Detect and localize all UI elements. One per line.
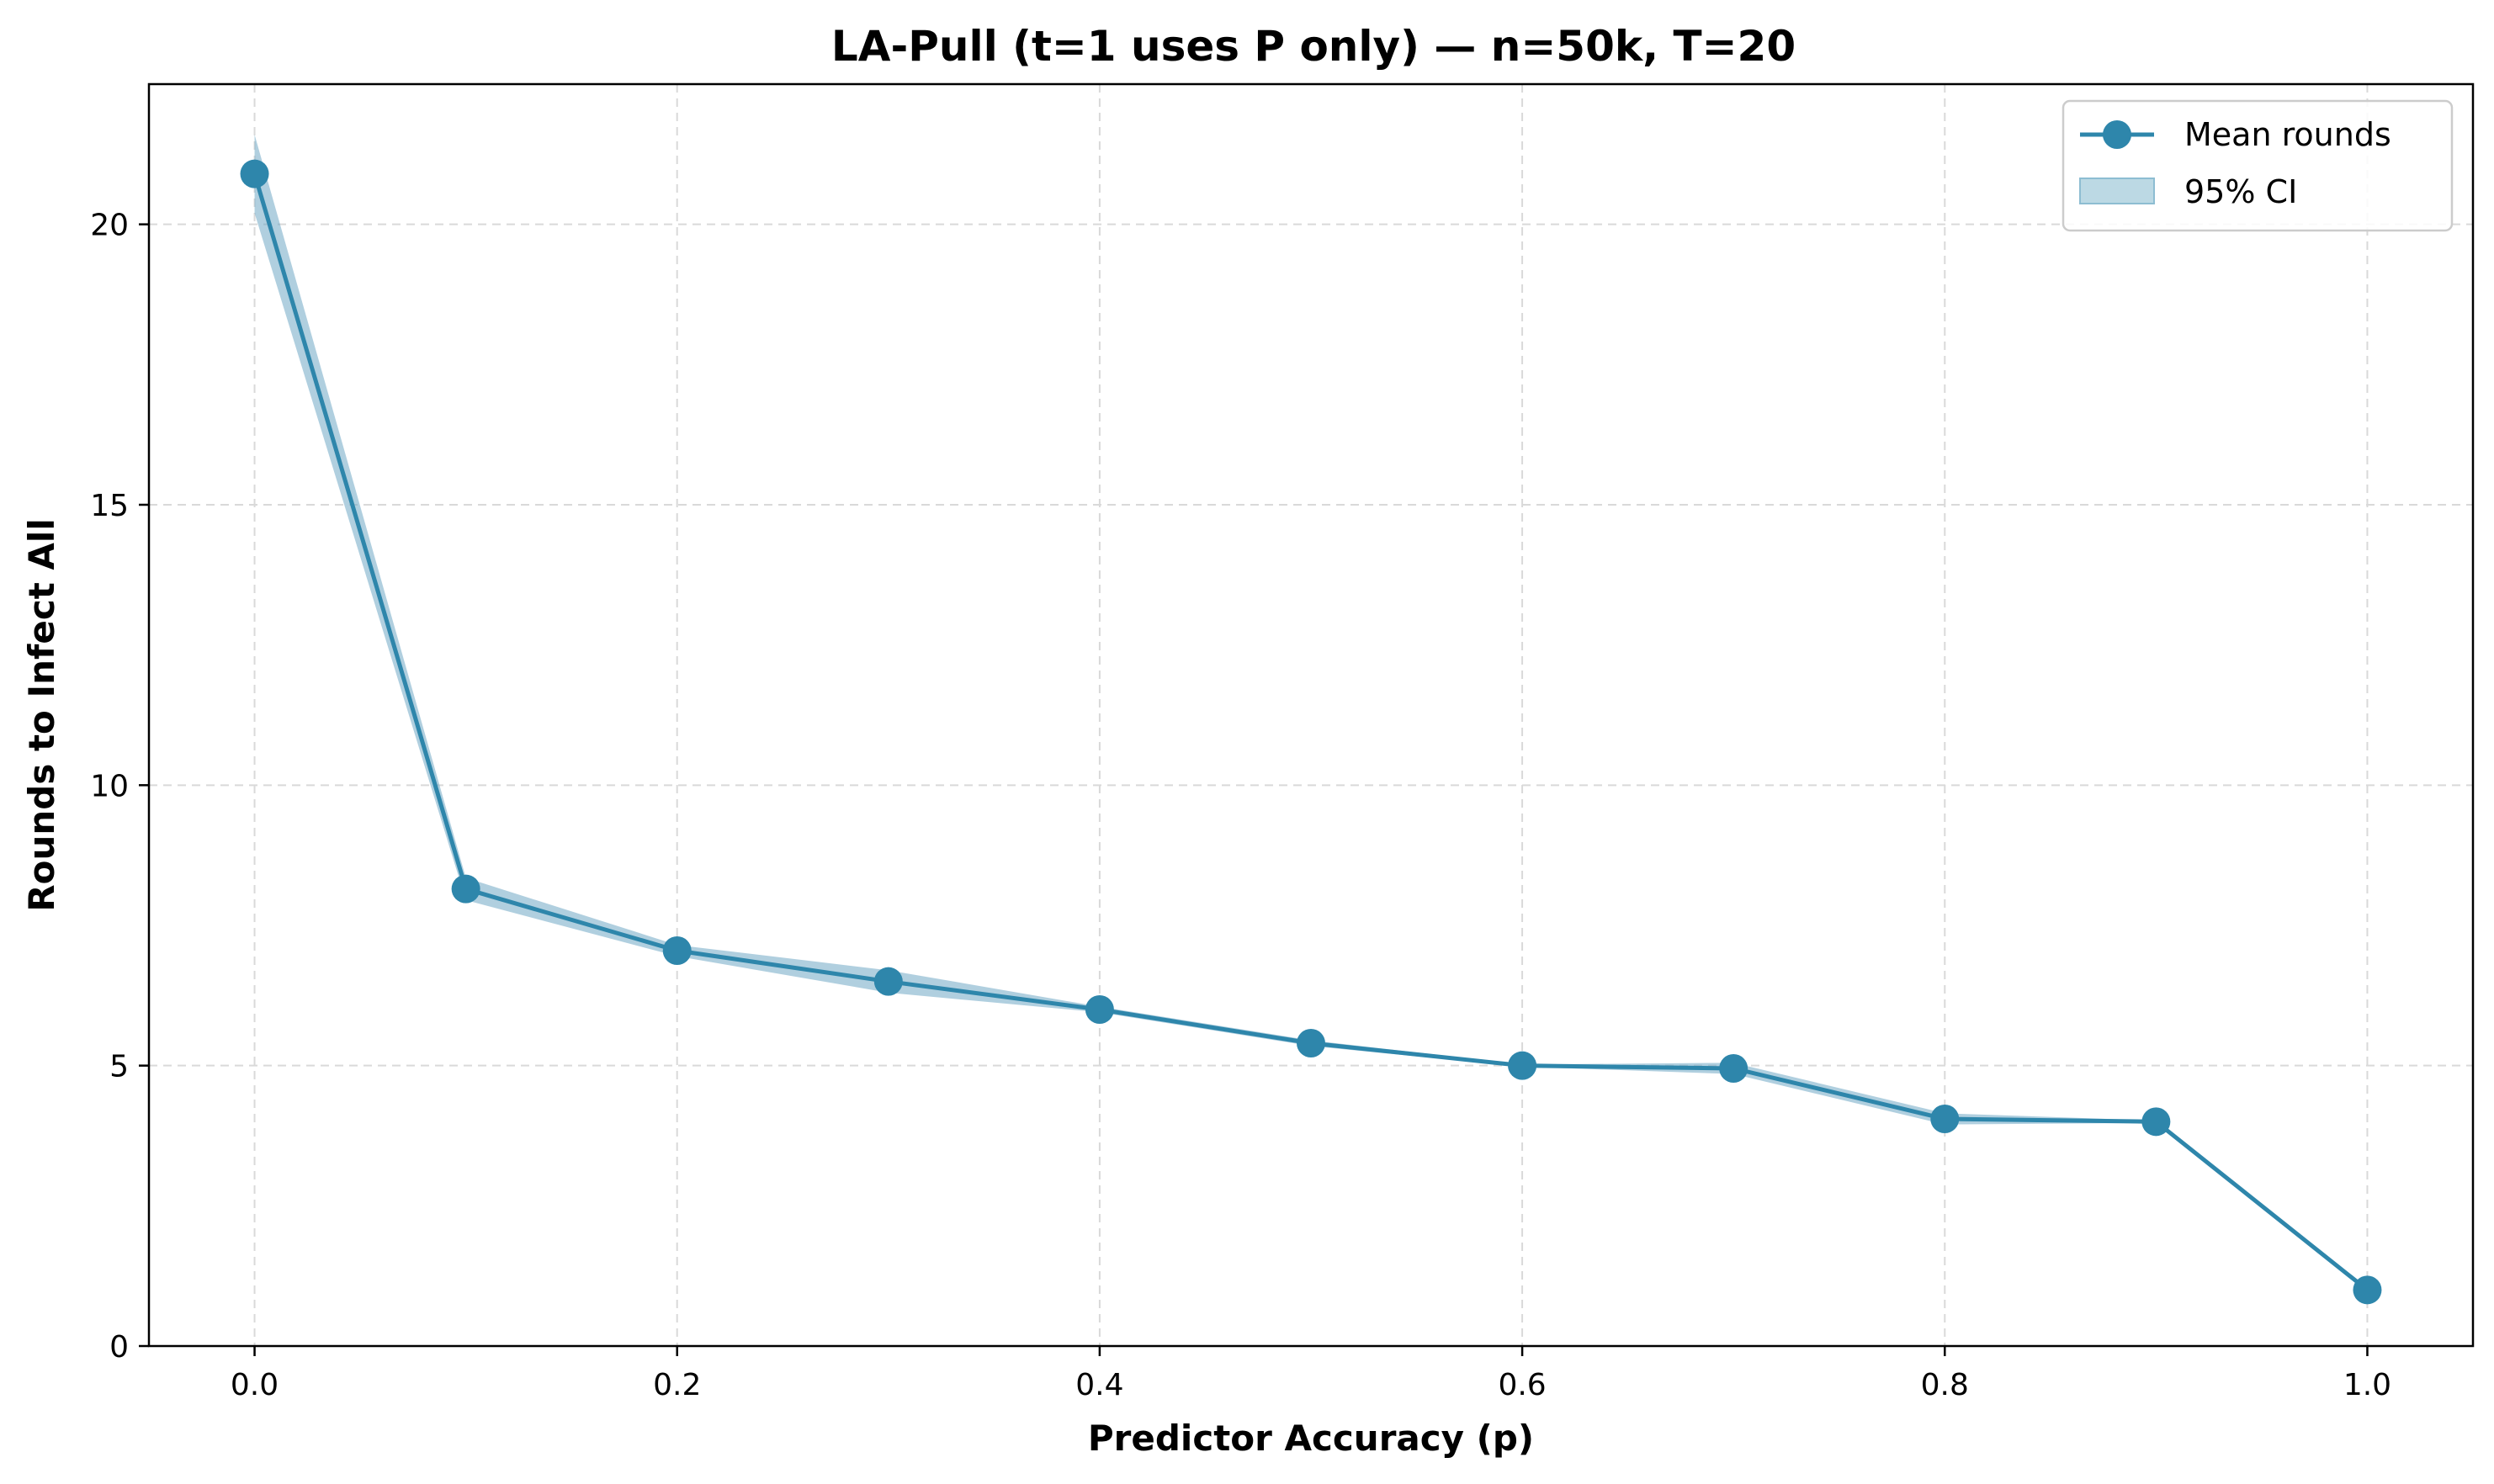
x-tick-label: 1.0 bbox=[2343, 1368, 2391, 1402]
y-axis-label: Rounds to Infect All bbox=[21, 518, 62, 911]
legend-frame bbox=[2062, 99, 2454, 232]
data-point bbox=[240, 159, 269, 188]
grid-lines bbox=[149, 84, 2473, 1347]
series-points-layer bbox=[240, 159, 2382, 1305]
data-point bbox=[1297, 1029, 1325, 1057]
legend: Mean rounds 95% CI bbox=[2062, 99, 2454, 232]
data-point bbox=[1508, 1051, 1537, 1080]
data-point bbox=[873, 967, 903, 996]
x-tick-label: 0.4 bbox=[1075, 1368, 1123, 1402]
y-tick-label: 0 bbox=[109, 1330, 129, 1365]
data-point bbox=[1719, 1054, 1748, 1083]
x-axis-label: Predictor Accuracy (p) bbox=[1088, 1418, 1534, 1459]
y-tick-label: 15 bbox=[90, 489, 129, 523]
x-tick-label: 0.6 bbox=[1498, 1368, 1546, 1402]
legend-marker-swatch bbox=[2103, 120, 2131, 149]
x-tick-label: 0.2 bbox=[653, 1368, 701, 1402]
y-tick-label: 20 bbox=[90, 209, 129, 243]
x-tick-label: 0.8 bbox=[1921, 1368, 1969, 1402]
x-tick-label: 0.0 bbox=[231, 1368, 279, 1402]
y-axis-ticks: 0 5 10 15 20 bbox=[90, 209, 149, 1365]
data-point bbox=[1085, 995, 1114, 1024]
legend-ci-swatch bbox=[2079, 178, 2155, 204]
legend-label-mean: Mean rounds bbox=[2184, 116, 2391, 153]
data-point bbox=[2141, 1107, 2171, 1137]
data-point bbox=[2353, 1275, 2382, 1305]
data-point bbox=[662, 936, 692, 965]
y-tick-label: 10 bbox=[90, 769, 129, 803]
plot-frame bbox=[147, 82, 2475, 1348]
data-point bbox=[451, 874, 480, 904]
y-tick-label: 5 bbox=[109, 1050, 129, 1084]
data-point bbox=[1930, 1105, 1960, 1133]
chart-title: LA-Pull (t=1 uses P only) — n=50k, T=20 bbox=[831, 22, 1796, 71]
legend-label-ci: 95% CI bbox=[2184, 173, 2297, 210]
x-axis-ticks: 0.0 0.2 0.4 0.6 0.8 1.0 bbox=[231, 1346, 2391, 1402]
